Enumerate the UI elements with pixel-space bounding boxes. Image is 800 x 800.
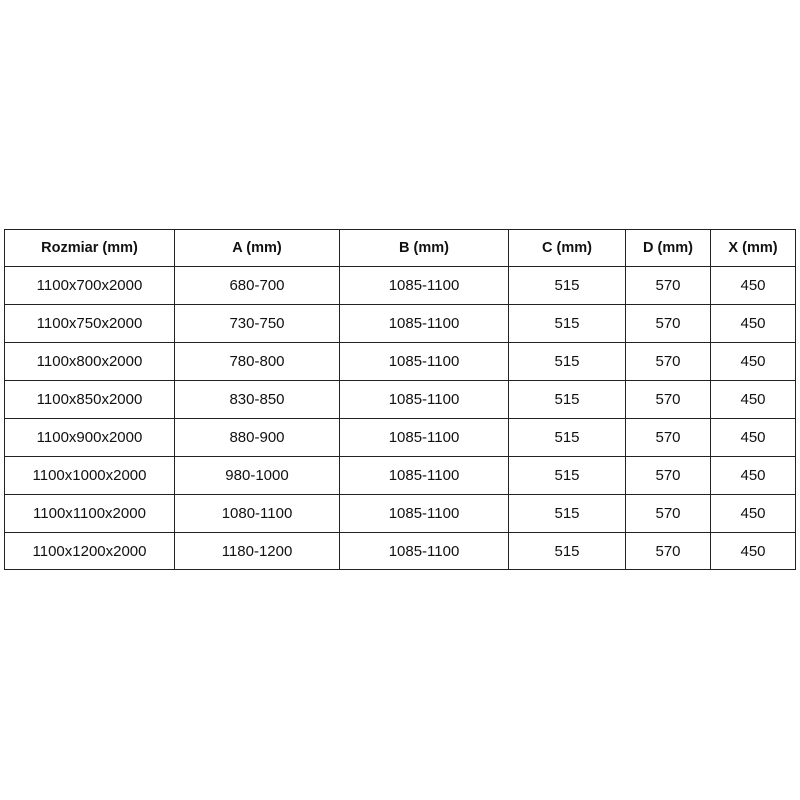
- table-cell: 1080-1100: [174, 494, 340, 533]
- table-cell: 450: [710, 380, 796, 419]
- table-row: 1100x750x2000 730-750 1085-1100 515 570 450: [4, 304, 796, 343]
- table-cell: 1085-1100: [339, 494, 509, 533]
- table-cell: 450: [710, 456, 796, 495]
- column-header: B (mm): [339, 229, 509, 267]
- table-cell: 1085-1100: [339, 532, 509, 570]
- table-row: 1100x850x2000 830-850 1085-1100 515 570 450: [4, 380, 796, 419]
- column-header: A (mm): [174, 229, 340, 267]
- table-cell: 450: [710, 266, 796, 305]
- table-cell: 570: [625, 304, 711, 343]
- table-cell: 1100x1000x2000: [4, 456, 175, 495]
- dimensions-table: Rozmiar (mm) A (mm) B (mm) C (mm) D (mm) X (m…: [4, 229, 796, 570]
- column-header: C (mm): [508, 229, 626, 267]
- table-row: 1100x1000x2000 980-1000 1085-1100 515 570 450: [4, 456, 796, 495]
- table-cell: 830-850: [174, 380, 340, 419]
- table-cell: 1100x1100x2000: [4, 494, 175, 533]
- table-cell: 570: [625, 380, 711, 419]
- table-cell: 1100x900x2000: [4, 418, 175, 457]
- table-cell: 980-1000: [174, 456, 340, 495]
- table-cell: 515: [508, 380, 626, 419]
- table-cell: 1085-1100: [339, 266, 509, 305]
- table-cell: 1085-1100: [339, 342, 509, 381]
- table-cell: 1100x700x2000: [4, 266, 175, 305]
- column-header: Rozmiar (mm): [4, 229, 175, 267]
- table-cell: 1085-1100: [339, 380, 509, 419]
- table-cell: 730-750: [174, 304, 340, 343]
- table-row: 1100x1100x2000 1080-1100 1085-1100 515 570 45…: [4, 494, 796, 533]
- table-cell: 1085-1100: [339, 304, 509, 343]
- table-cell: 570: [625, 456, 711, 495]
- table-cell: 1100x850x2000: [4, 380, 175, 419]
- table-cell: 450: [710, 532, 796, 570]
- table-cell: 570: [625, 494, 711, 533]
- table-cell: 515: [508, 456, 626, 495]
- table-cell: 570: [625, 532, 711, 570]
- table-row: 1100x800x2000 780-800 1085-1100 515 570 450: [4, 342, 796, 381]
- table-cell: 570: [625, 266, 711, 305]
- table-cell: 450: [710, 494, 796, 533]
- table-cell: 1100x1200x2000: [4, 532, 175, 570]
- table-cell: 515: [508, 304, 626, 343]
- column-header: D (mm): [625, 229, 711, 267]
- table-cell: 450: [710, 304, 796, 343]
- table-cell: 1085-1100: [339, 456, 509, 495]
- table-cell: 1100x800x2000: [4, 342, 175, 381]
- table-cell: 680-700: [174, 266, 340, 305]
- table-cell: 515: [508, 494, 626, 533]
- header-row: Rozmiar (mm) A (mm) B (mm) C (mm) D (mm) X (m…: [4, 229, 796, 267]
- table-row: 1100x1200x2000 1180-1200 1085-1100 515 570 45…: [4, 532, 796, 570]
- table-cell: 570: [625, 342, 711, 381]
- table-cell: 880-900: [174, 418, 340, 457]
- table-row: 1100x900x2000 880-900 1085-1100 515 570 450: [4, 418, 796, 457]
- table-cell: 515: [508, 532, 626, 570]
- table-cell: 1085-1100: [339, 418, 509, 457]
- table-cell: 1100x750x2000: [4, 304, 175, 343]
- table-cell: 570: [625, 418, 711, 457]
- column-header: X (mm): [710, 229, 796, 267]
- table-cell: 780-800: [174, 342, 340, 381]
- table-cell: 515: [508, 266, 626, 305]
- table-cell: 515: [508, 418, 626, 457]
- table-row: 1100x700x2000 680-700 1085-1100 515 570 450: [4, 266, 796, 305]
- table-cell: 450: [710, 418, 796, 457]
- table-cell: 450: [710, 342, 796, 381]
- table-cell: 515: [508, 342, 626, 381]
- table-cell: 1180-1200: [174, 532, 340, 570]
